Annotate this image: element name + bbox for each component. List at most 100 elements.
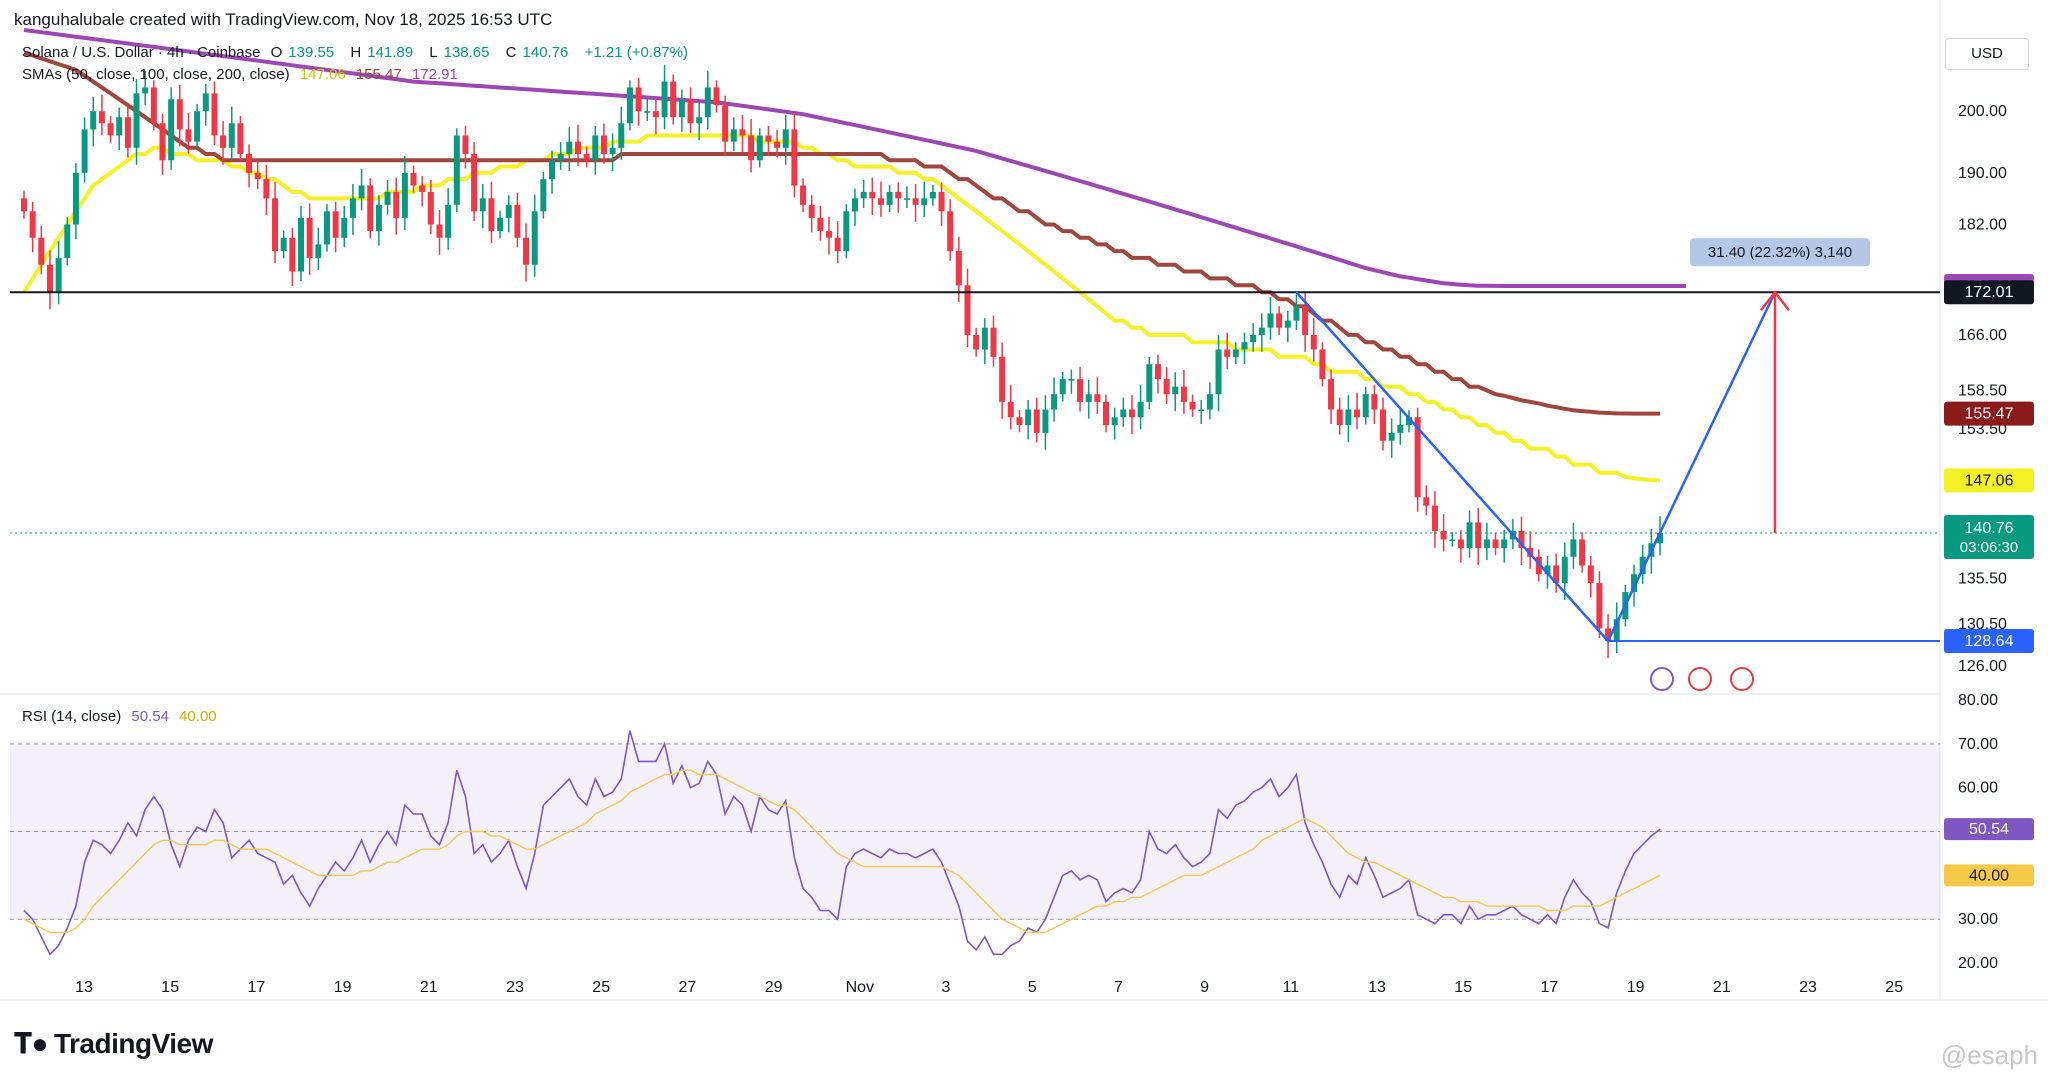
target-arrowhead <box>1760 290 1790 312</box>
candle-body <box>851 198 858 212</box>
candle-body <box>1553 565 1560 584</box>
sma200-legend-value: 172.91 <box>411 66 458 83</box>
candle-body <box>1423 497 1430 506</box>
candle-body <box>1267 313 1274 328</box>
rsi-line-1 <box>23 769 1661 934</box>
candle-body <box>419 185 426 192</box>
sma-legend-title[interactable]: SMAs (50, close, 100, close, 200, close) <box>22 66 290 83</box>
candle-body <box>1085 394 1092 402</box>
candle-body <box>55 257 62 293</box>
candle-body <box>877 198 884 205</box>
event-icon-flag <box>1688 667 1712 691</box>
candle-body <box>696 117 703 124</box>
ohlc-high: H 141.89 <box>350 44 414 61</box>
candle-body <box>1631 574 1638 593</box>
candle-body <box>488 198 495 232</box>
candles <box>21 64 1663 658</box>
candle-body <box>1241 342 1248 350</box>
ohlc-change: +1.21 (+0.87%) <box>584 44 688 61</box>
ohlc-low: L 138.65 <box>429 44 490 61</box>
badge-support-bg <box>1944 629 2034 654</box>
candle-body <box>843 211 850 252</box>
candle-body <box>1077 379 1084 402</box>
candle-body <box>176 99 183 130</box>
badge-rsi-ma: 40.00 <box>1969 867 2009 884</box>
candle-body <box>1302 306 1309 335</box>
rsi-legend-title[interactable]: RSI (14, close) <box>22 708 122 725</box>
time-tick-21: 25 <box>1885 979 1903 996</box>
candle-body <box>1137 401 1144 418</box>
time-tick-3: 19 <box>334 979 352 996</box>
candle-body <box>661 81 668 118</box>
candle-body <box>869 191 876 199</box>
candle-body <box>263 179 270 199</box>
candle-body <box>1596 583 1603 629</box>
time-tick-7: 27 <box>679 979 697 996</box>
badge-rsi-bg <box>1944 818 2034 841</box>
badge-last-bg <box>1944 514 2034 559</box>
candle-body <box>1310 334 1317 350</box>
candle-body <box>497 217 504 232</box>
candle-body <box>1146 364 1153 402</box>
candle-body <box>21 198 27 212</box>
candle-body <box>124 117 131 148</box>
candle-body <box>1189 401 1196 410</box>
candle-body <box>1492 539 1499 549</box>
candle-body <box>168 99 175 161</box>
candle-body <box>903 198 910 200</box>
candle-body <box>600 135 607 155</box>
candle-body <box>185 129 192 142</box>
candle-body <box>1224 349 1231 357</box>
pattern-lines <box>1295 291 1777 644</box>
candle-body <box>1180 386 1187 402</box>
candle-body <box>1025 409 1032 426</box>
candle-body <box>973 334 980 350</box>
currency-button[interactable]: USD <box>1945 38 2029 70</box>
candle-body <box>1163 379 1170 395</box>
candle-body <box>1051 394 1058 410</box>
candle-body <box>237 123 244 155</box>
ohlc-open: O 139.55 <box>270 44 335 61</box>
candle-body <box>1362 394 1369 418</box>
candle-body <box>1007 401 1014 418</box>
rsi-tick-0: 80.00 <box>1958 692 1998 709</box>
time-tick-17: 17 <box>1541 979 1559 996</box>
candle-body <box>990 327 997 357</box>
rsi-legend-value: 50.54 <box>131 708 169 725</box>
candle-body <box>1440 530 1447 540</box>
time-tick-15: 13 <box>1368 979 1386 996</box>
candle-body <box>349 198 356 218</box>
candle-body <box>150 87 157 124</box>
rsi-tick-2: 60.00 <box>1958 780 1998 797</box>
candle-body <box>687 99 694 124</box>
candle-body <box>713 87 720 106</box>
candle-body <box>471 154 478 212</box>
candle-body <box>574 141 581 155</box>
candle-body <box>722 105 729 142</box>
time-tick-18: 19 <box>1627 979 1645 996</box>
candle-body <box>1371 394 1378 410</box>
candle-body <box>1397 425 1404 433</box>
candle-body <box>523 237 530 265</box>
rsi-tick-1: 70.00 <box>1958 736 1998 753</box>
candle-body <box>1518 530 1525 549</box>
candle-body <box>929 191 936 199</box>
candle-body <box>1215 349 1222 395</box>
candle-body <box>808 204 815 218</box>
candle-body <box>826 231 833 238</box>
time-tick-6: 25 <box>592 979 610 996</box>
candle-body <box>1405 417 1412 426</box>
candle-body <box>609 147 616 155</box>
candle-body <box>29 211 36 238</box>
candle-body <box>1293 306 1300 321</box>
candle-body <box>1449 539 1456 541</box>
candle-body <box>1639 556 1646 575</box>
candle-body <box>367 185 374 232</box>
candle-body <box>1276 313 1283 328</box>
time-tick-12: 7 <box>1114 979 1123 996</box>
symbol-title[interactable]: Solana / U.S. Dollar · 4h · Coinbase <box>22 44 261 61</box>
sma-line-2 <box>23 28 1686 288</box>
candle-body <box>652 111 659 118</box>
candle-body <box>955 251 962 286</box>
